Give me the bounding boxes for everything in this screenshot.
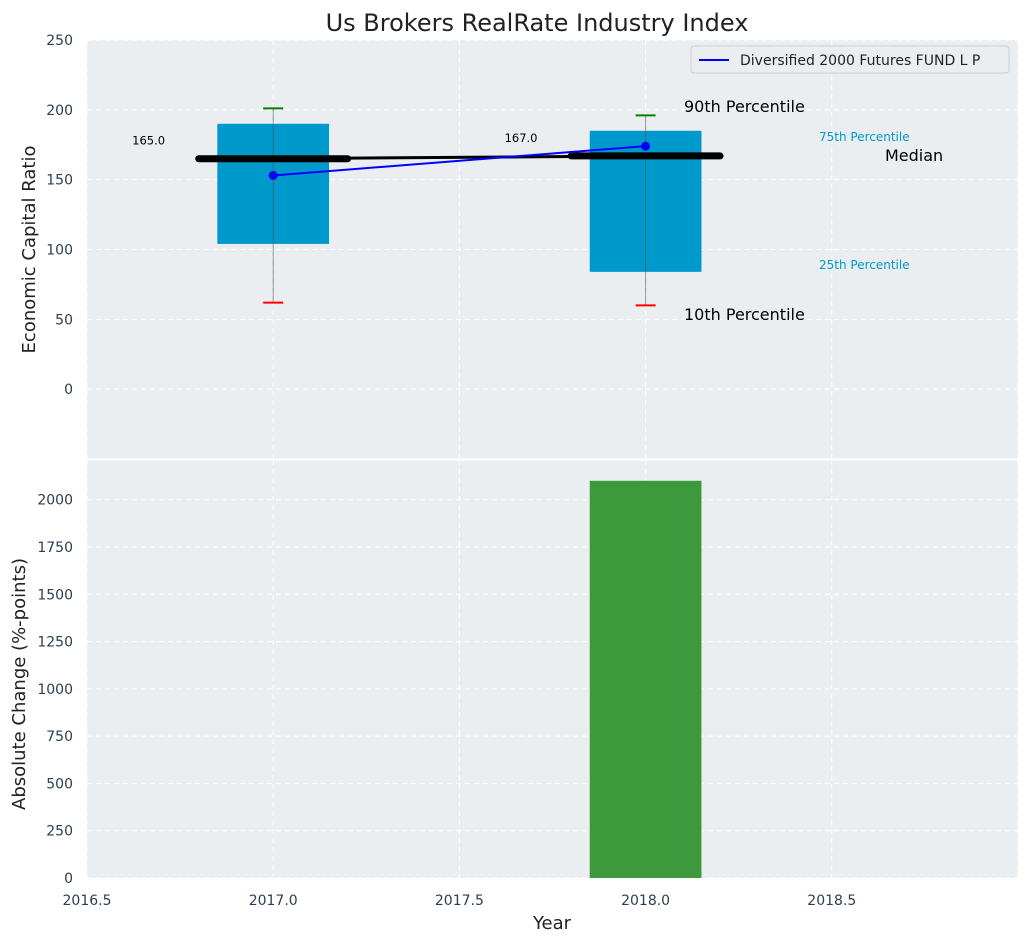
x-tick-label: 2017.5 — [435, 893, 484, 909]
top-y-tick-label: 250 — [46, 33, 73, 49]
bottom-y-tick-label: 1250 — [37, 635, 73, 651]
fund-series-line — [273, 145, 646, 177]
x-tick-label: 2017.0 — [249, 893, 298, 909]
bottom-y-axis-label: Absolute Change (%-points) — [9, 558, 30, 810]
top-y-tick-label: 50 — [55, 312, 73, 328]
x-axis-label: Year — [532, 913, 572, 934]
legend-box — [690, 45, 1010, 74]
legend-label: Diversified 2000 Futures FUND L P — [740, 53, 980, 69]
bottom-y-tick-label: 250 — [46, 824, 73, 840]
bottom-y-tick-label: 500 — [46, 776, 73, 792]
fund-series-point — [268, 170, 278, 180]
top-y-axis-label: Economic Capital Ratio — [19, 146, 40, 354]
chart-title: Us Brokers RealRate Industry Index — [326, 9, 749, 37]
fund-series-point — [641, 141, 651, 151]
bottom-y-tick-label: 0 — [64, 871, 73, 887]
bottom-plot-area — [87, 460, 1018, 878]
bottom-y-tick-label: 1750 — [37, 540, 73, 556]
bottom-y-tick-label: 750 — [46, 729, 73, 745]
bottom-y-tick-label: 1000 — [37, 682, 73, 698]
top-y-tick-label: 200 — [46, 103, 73, 119]
median-value-label: 165.0 — [132, 134, 165, 148]
x-tick-label: 2018.0 — [621, 893, 670, 909]
p10-annotation: 10th Percentile — [684, 305, 805, 324]
bottom-y-tick-label: 1500 — [37, 587, 73, 603]
top-y-tick-label: 150 — [46, 173, 73, 189]
top-y-tick-label: 100 — [46, 243, 73, 259]
p25-annotation: 25th Percentile — [819, 258, 910, 272]
x-tick-label: 2016.5 — [63, 893, 112, 909]
bottom-y-tick-label: 2000 — [37, 493, 73, 509]
median-value-label: 167.0 — [505, 131, 538, 145]
p90-annotation: 90th Percentile — [684, 97, 805, 116]
change-bar — [589, 480, 702, 878]
top-y-tick-label: 0 — [64, 382, 73, 398]
x-tick-label: 2018.5 — [807, 893, 856, 909]
p75-annotation: 75th Percentile — [819, 130, 910, 144]
median-annotation: Median — [885, 146, 943, 165]
